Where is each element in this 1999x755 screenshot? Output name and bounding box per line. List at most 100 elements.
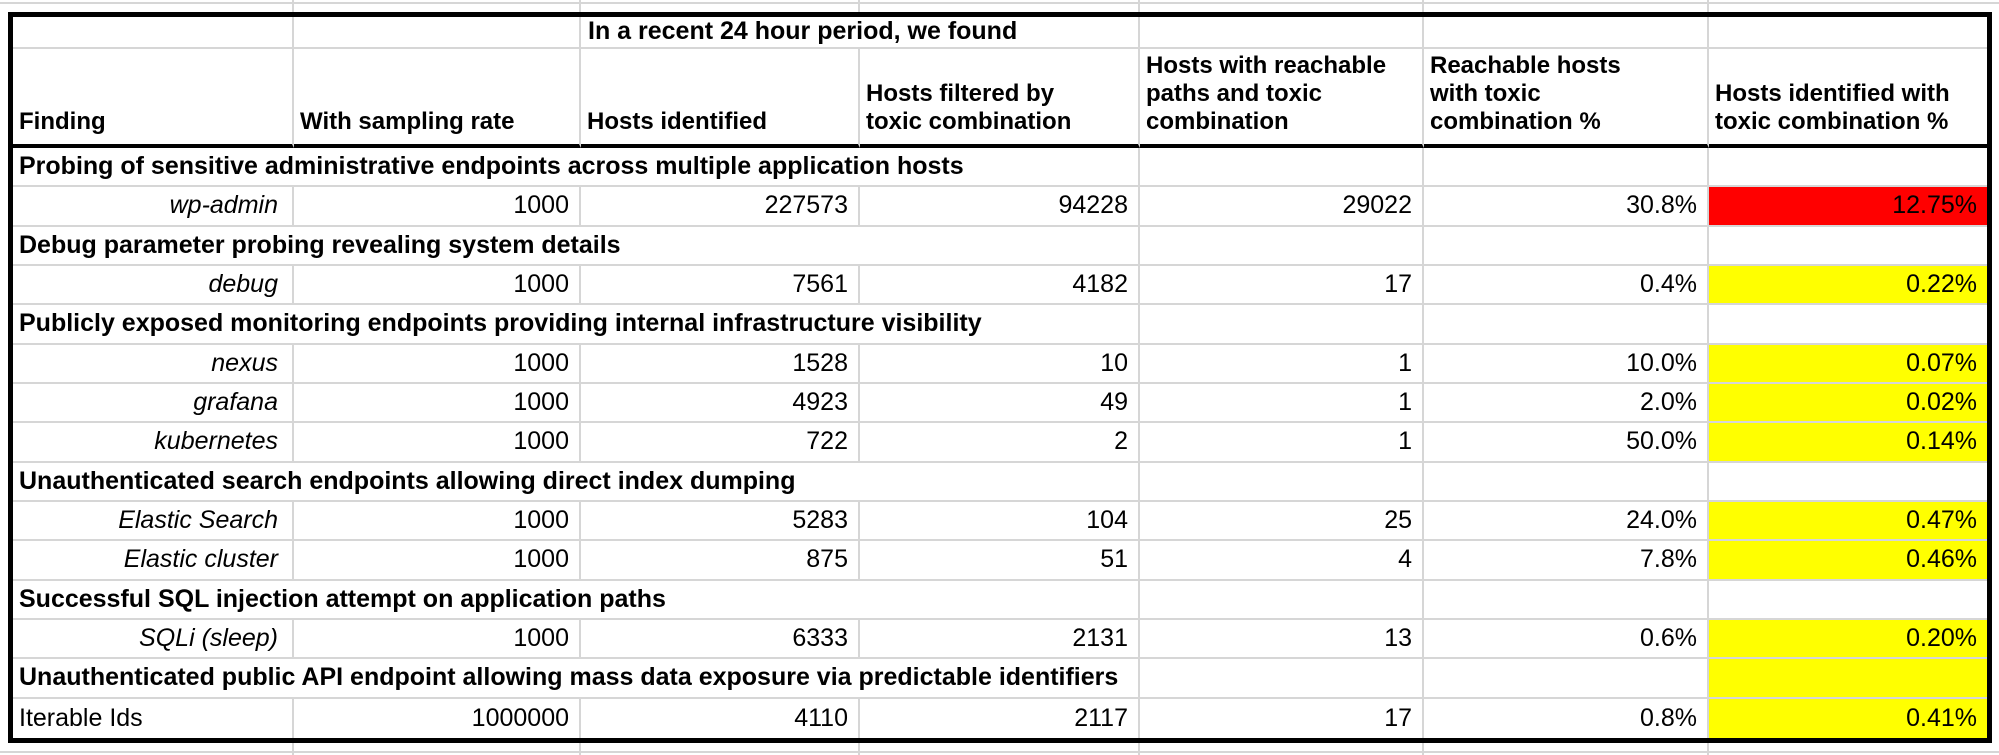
toxic-pct-cell[interactable]: 0.20% <box>1709 619 1987 660</box>
finding-cell[interactable]: grafana <box>13 383 294 424</box>
empty-cell[interactable] <box>1424 148 1709 188</box>
empty-cell[interactable] <box>1424 305 1709 345</box>
toxic-pct-cell[interactable]: 0.07% <box>1709 344 1987 384</box>
value-cell[interactable]: 17 <box>1140 698 1424 738</box>
empty-cell[interactable] <box>1140 305 1424 345</box>
finding-cell[interactable]: Iterable Ids <box>13 698 294 738</box>
value-cell[interactable]: 875 <box>581 541 860 581</box>
value-cell[interactable]: 1000 <box>294 383 581 424</box>
empty-cell[interactable] <box>1709 227 1987 266</box>
finding-cell[interactable]: SQLi (sleep) <box>13 619 294 660</box>
section-title-cell[interactable]: Publicly exposed monitoring endpoints pr… <box>13 305 1140 345</box>
toxic-pct-cell[interactable]: 0.46% <box>1709 541 1987 581</box>
empty-cell[interactable] <box>1709 463 1987 502</box>
value-cell[interactable]: 1 <box>1140 344 1424 384</box>
column-header-identified-pct[interactable]: Hosts identified with toxic combination … <box>1709 49 1987 148</box>
section-title-cell[interactable]: Unauthenticated public API endpoint allo… <box>13 659 1140 699</box>
value-cell[interactable]: 51 <box>860 541 1140 581</box>
value-cell[interactable]: 1000 <box>294 501 581 542</box>
value-cell[interactable]: 4 <box>1140 541 1424 581</box>
column-header-hosts-filtered[interactable]: Hosts filtered by toxic combination <box>860 49 1140 148</box>
value-cell[interactable]: 6333 <box>581 619 860 660</box>
empty-cell[interactable] <box>1140 148 1424 188</box>
value-cell[interactable]: 25 <box>1140 501 1424 542</box>
value-cell[interactable]: 7561 <box>581 265 860 306</box>
empty-cell[interactable] <box>1709 305 1987 345</box>
value-cell[interactable]: 1000 <box>294 265 581 306</box>
value-cell[interactable]: 1000 <box>294 344 581 384</box>
toxic-pct-cell[interactable]: 0.41% <box>1709 698 1987 738</box>
section-title-cell[interactable]: Debug parameter probing revealing system… <box>13 226 1140 266</box>
value-cell[interactable]: 10.0% <box>1424 344 1709 384</box>
toxic-pct-cell[interactable]: 12.75% <box>1709 187 1987 227</box>
value-cell[interactable]: 2.0% <box>1424 383 1709 424</box>
value-cell[interactable]: 10 <box>860 344 1140 384</box>
empty-cell[interactable] <box>1424 659 1709 699</box>
value-cell[interactable]: 4110 <box>581 698 860 738</box>
value-cell[interactable]: 2 <box>860 423 1140 463</box>
value-cell[interactable]: 1 <box>1140 383 1424 424</box>
value-cell[interactable]: 30.8% <box>1424 187 1709 227</box>
column-header-sampling-rate[interactable]: With sampling rate <box>294 49 581 148</box>
spreadsheet-cell[interactable] <box>1424 17 1709 49</box>
spreadsheet-cell[interactable] <box>1140 17 1424 49</box>
value-cell[interactable]: 49 <box>860 383 1140 424</box>
finding-cell[interactable]: Elastic Search <box>13 501 294 542</box>
value-cell[interactable]: 2131 <box>860 619 1140 660</box>
column-header-finding[interactable]: Finding <box>13 49 294 148</box>
value-cell[interactable]: 24.0% <box>1424 501 1709 542</box>
value-cell[interactable]: 4182 <box>860 265 1140 306</box>
value-cell[interactable]: 1000 <box>294 619 581 660</box>
finding-cell[interactable]: Elastic cluster <box>13 541 294 581</box>
column-header-hosts-identified[interactable]: Hosts identified <box>581 49 860 148</box>
toxic-pct-cell[interactable]: 0.47% <box>1709 501 1987 542</box>
finding-cell[interactable]: nexus <box>13 344 294 384</box>
value-cell[interactable]: 1000 <box>294 423 581 463</box>
value-cell[interactable]: 1000 <box>294 187 581 227</box>
column-header-reachable-pct[interactable]: Reachable hosts with toxic combination % <box>1424 49 1709 148</box>
value-cell[interactable]: 1 <box>1140 423 1424 463</box>
toxic-pct-cell[interactable]: 0.02% <box>1709 383 1987 424</box>
empty-cell[interactable] <box>1424 462 1709 502</box>
value-cell[interactable]: 0.8% <box>1424 698 1709 738</box>
empty-cell[interactable] <box>1140 659 1424 699</box>
empty-cell[interactable] <box>1140 580 1424 620</box>
value-cell[interactable]: 227573 <box>581 187 860 227</box>
value-cell[interactable]: 0.6% <box>1424 619 1709 660</box>
value-cell[interactable]: 29022 <box>1140 187 1424 227</box>
value-cell[interactable]: 50.0% <box>1424 423 1709 463</box>
value-cell[interactable]: 0.4% <box>1424 265 1709 306</box>
toxic-pct-cell[interactable]: 0.14% <box>1709 423 1987 463</box>
value-cell[interactable]: 5283 <box>581 501 860 542</box>
value-cell[interactable]: 1000000 <box>294 698 581 738</box>
toxic-pct-cell[interactable]: 0.22% <box>1709 265 1987 306</box>
value-cell[interactable]: 1000 <box>294 541 581 581</box>
value-cell[interactable]: 722 <box>581 423 860 463</box>
finding-cell[interactable]: wp-admin <box>13 187 294 227</box>
empty-cell[interactable] <box>1709 581 1987 620</box>
value-cell[interactable]: 104 <box>860 501 1140 542</box>
empty-cell[interactable] <box>1140 226 1424 266</box>
value-cell[interactable]: 13 <box>1140 619 1424 660</box>
section-title-cell[interactable]: Unauthenticated search endpoints allowin… <box>13 462 1140 502</box>
value-cell[interactable]: 94228 <box>860 187 1140 227</box>
empty-cell[interactable] <box>1709 659 1987 699</box>
section-title-cell[interactable]: Successful SQL injection attempt on appl… <box>13 580 1140 620</box>
banner-cell[interactable]: In a recent 24 hour period, we found <box>581 17 1140 49</box>
value-cell[interactable]: 4923 <box>581 383 860 424</box>
value-cell[interactable]: 1528 <box>581 344 860 384</box>
column-header-hosts-reachable-toxic[interactable]: Hosts with reachable paths and toxic com… <box>1140 49 1424 148</box>
empty-cell[interactable] <box>1140 462 1424 502</box>
spreadsheet-cell[interactable] <box>13 17 294 49</box>
finding-cell[interactable]: debug <box>13 265 294 306</box>
value-cell[interactable]: 17 <box>1140 265 1424 306</box>
spreadsheet-cell[interactable] <box>294 17 581 49</box>
value-cell[interactable]: 2117 <box>860 698 1140 738</box>
finding-cell[interactable]: kubernetes <box>13 423 294 463</box>
section-title-cell[interactable]: Probing of sensitive administrative endp… <box>13 148 1140 188</box>
empty-cell[interactable] <box>1709 148 1987 188</box>
spreadsheet-cell[interactable] <box>1709 17 1987 49</box>
empty-cell[interactable] <box>1424 580 1709 620</box>
value-cell[interactable]: 7.8% <box>1424 541 1709 581</box>
empty-cell[interactable] <box>1424 226 1709 266</box>
